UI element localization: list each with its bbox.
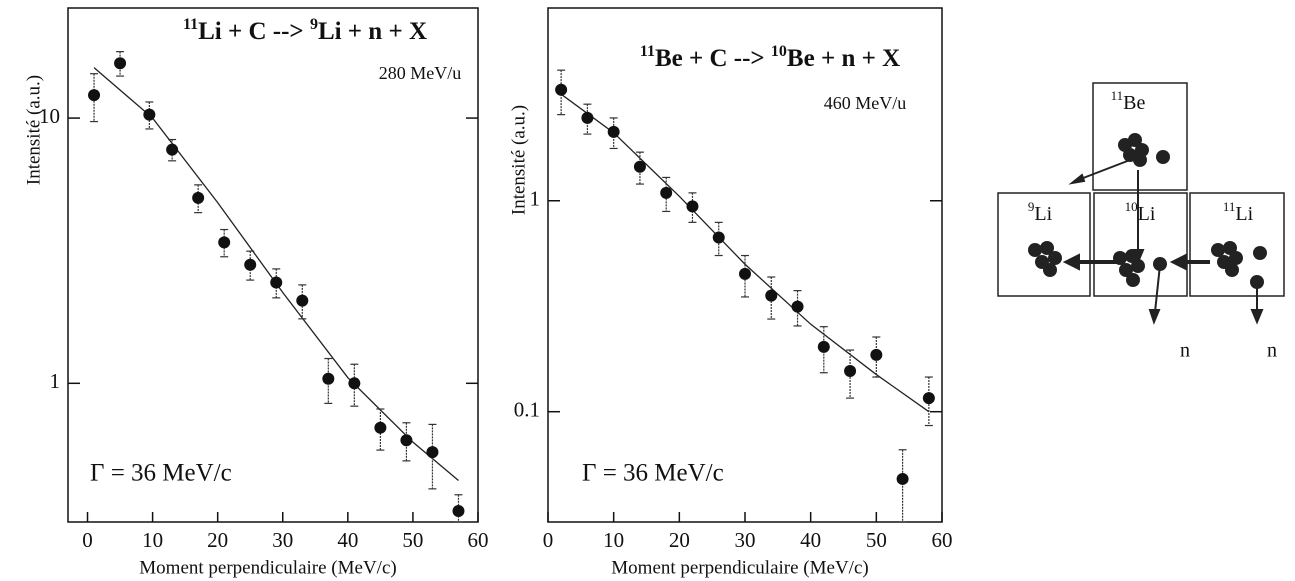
- title-superscript: 9: [310, 16, 318, 33]
- plot-frame: [67, 7, 479, 523]
- x-tick-label: 50: [402, 528, 423, 552]
- x-tick-label: 20: [207, 528, 228, 552]
- box: [1092, 82, 1188, 191]
- data-point: [765, 289, 778, 302]
- box: [997, 192, 1091, 297]
- x-tick-label: 60: [932, 528, 953, 552]
- x-axis-label: Moment perpendiculaire (MeV/c): [611, 557, 868, 578]
- data-point: [296, 294, 309, 307]
- chart: 0 10 20 30 40 50 60 0.1 1 Moment perpendiculaire …: [508, 7, 953, 578]
- box: [1189, 192, 1285, 297]
- x-tick-label: 30: [735, 528, 756, 552]
- data-point: [555, 83, 568, 96]
- title-text: Be + C -->: [655, 45, 771, 72]
- data-point: [870, 348, 883, 361]
- x-tick-label: 20: [669, 528, 690, 552]
- data-point: [633, 160, 646, 173]
- y-tick-label: 0.1: [514, 398, 540, 422]
- data-point: [218, 236, 231, 249]
- data-point: [166, 143, 179, 156]
- data-point: [322, 372, 335, 385]
- x-tick-label: 30: [272, 528, 293, 552]
- annotation: Γ = 36 MeV/c: [582, 460, 724, 487]
- x-tick-label: 0: [82, 528, 93, 552]
- nucleus-label: 10Li: [1125, 199, 1156, 225]
- x-tick-label: 40: [337, 528, 358, 552]
- element: Li: [1138, 203, 1156, 225]
- data-point: [686, 200, 699, 213]
- x-tick-label: 0: [543, 528, 554, 552]
- data-point: [712, 231, 725, 244]
- box: [1093, 192, 1188, 297]
- data-point: [426, 446, 439, 459]
- y-axis-label: Intensité (a.u.): [23, 75, 44, 185]
- title-superscript: 11: [183, 16, 198, 33]
- data-point: [452, 505, 465, 518]
- nucleus-label: 9Li: [1028, 199, 1053, 225]
- data-point: [348, 377, 361, 390]
- y-tick-label: 1: [50, 369, 61, 393]
- mass-number: 10: [1125, 199, 1138, 214]
- title-superscript: 10: [771, 43, 787, 60]
- data-point: [817, 340, 830, 353]
- mass-number: 11: [1223, 199, 1236, 214]
- title-text: Li + n + X: [318, 18, 427, 45]
- title-text: Li + C -->: [198, 18, 310, 45]
- data-point: [896, 472, 909, 485]
- chart-title: 11Be + C --> 10Be + n + X: [640, 43, 900, 72]
- chart-title: 11Li + C --> 9Li + n + X: [183, 16, 427, 45]
- data-point: [374, 421, 387, 434]
- data-point: [581, 111, 594, 124]
- element: Li: [1034, 203, 1052, 225]
- chart: 0 10 20 30 40 50 60 1 10 Moment perpendiculaire (…: [23, 7, 489, 578]
- title-text: Be + n + X: [787, 45, 900, 72]
- x-tick-label: 10: [603, 528, 624, 552]
- title-superscript: 11: [640, 43, 655, 60]
- data-point: [270, 276, 283, 289]
- data-point: [844, 364, 857, 377]
- data-point: [244, 258, 257, 271]
- nucleons: [1028, 133, 1267, 289]
- neutron-label: n: [1180, 340, 1190, 362]
- x-tick-label: 50: [866, 528, 887, 552]
- data-point: [143, 108, 156, 121]
- mass-number: 11: [1111, 88, 1124, 103]
- fit-line: [560, 93, 930, 413]
- element: Li: [1235, 203, 1253, 225]
- y-tick-label: 1: [530, 187, 541, 211]
- nucleus-label: 11Li: [1223, 199, 1254, 225]
- diagram: [997, 82, 1285, 325]
- data-point: [791, 300, 804, 313]
- y-tick-label: 10: [39, 104, 60, 128]
- x-axis-label: Moment perpendiculaire (MeV/c): [139, 557, 396, 578]
- data-point: [192, 191, 205, 204]
- nucleus-label: 11Be: [1111, 88, 1146, 114]
- x-tick-label: 60: [468, 528, 489, 552]
- annotation: Γ = 36 MeV/c: [90, 460, 232, 487]
- neutron-label: n: [1267, 340, 1277, 362]
- element: Be: [1123, 92, 1145, 114]
- data-point: [922, 392, 935, 405]
- y-axis-label: Intensité (a.u.): [508, 105, 529, 215]
- x-tick-label: 10: [142, 528, 163, 552]
- annotation: 280 MeV/u: [379, 63, 462, 83]
- data-point: [739, 267, 751, 280]
- data-point: [660, 186, 673, 199]
- x-tick-label: 40: [800, 528, 821, 552]
- data-point: [88, 89, 101, 102]
- data-point: [400, 434, 413, 447]
- mass-number: 9: [1028, 199, 1035, 214]
- annotation: 460 MeV/u: [824, 93, 907, 113]
- data-point: [607, 125, 620, 138]
- data-point: [114, 57, 127, 70]
